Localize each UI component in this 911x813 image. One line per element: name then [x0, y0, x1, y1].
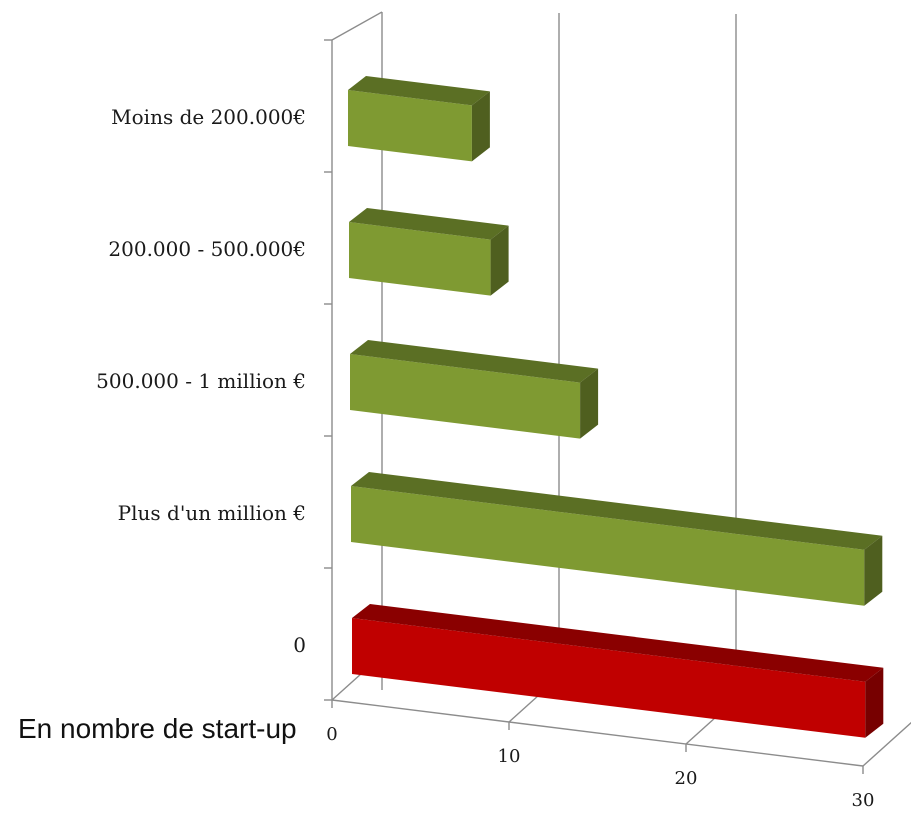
bar-top-face — [351, 472, 883, 550]
bar-top-face — [348, 76, 490, 106]
bar — [349, 208, 509, 296]
bar — [352, 604, 884, 738]
x-tick-labels: 0 10 20 30 — [326, 724, 874, 811]
category-label: 500.000 - 1 million € — [96, 369, 306, 393]
bar-front-face — [348, 90, 472, 162]
category-label: Plus d'un million € — [118, 501, 306, 525]
chart-caption: En nombre de start-up — [18, 713, 297, 744]
bar-front-face — [352, 618, 866, 738]
category-label: Moins de 200.000€ — [111, 105, 306, 129]
x-tick-label: 0 — [326, 724, 337, 745]
bar-top-face — [350, 340, 599, 383]
bar-end-face — [471, 91, 490, 162]
x-axis-line — [331, 699, 864, 767]
bar-front-face — [349, 222, 491, 296]
bar-front-face — [351, 486, 865, 606]
x-tick-label: 20 — [675, 768, 698, 789]
bar-top-face — [352, 604, 884, 682]
bar-front-face — [350, 354, 581, 439]
bar-end-face — [864, 535, 883, 606]
category-label: 200.000 - 500.000€ — [108, 237, 306, 261]
x-tick-label: 10 — [498, 746, 521, 767]
category-label: 0 — [293, 633, 306, 657]
side-wall-top-edge — [331, 11, 383, 41]
category-labels: Moins de 200.000€ 200.000 - 500.000€ 500.0… — [96, 105, 306, 657]
bar — [350, 340, 599, 439]
floor-gridline — [862, 721, 911, 767]
bar-end-face — [865, 667, 884, 738]
bar-end-face — [490, 225, 509, 296]
x-tick-label: 30 — [852, 790, 875, 811]
bar-end-face — [580, 368, 599, 439]
bars — [348, 76, 884, 738]
bar — [348, 76, 490, 162]
bar-top-face — [349, 208, 509, 240]
bar — [351, 472, 883, 606]
